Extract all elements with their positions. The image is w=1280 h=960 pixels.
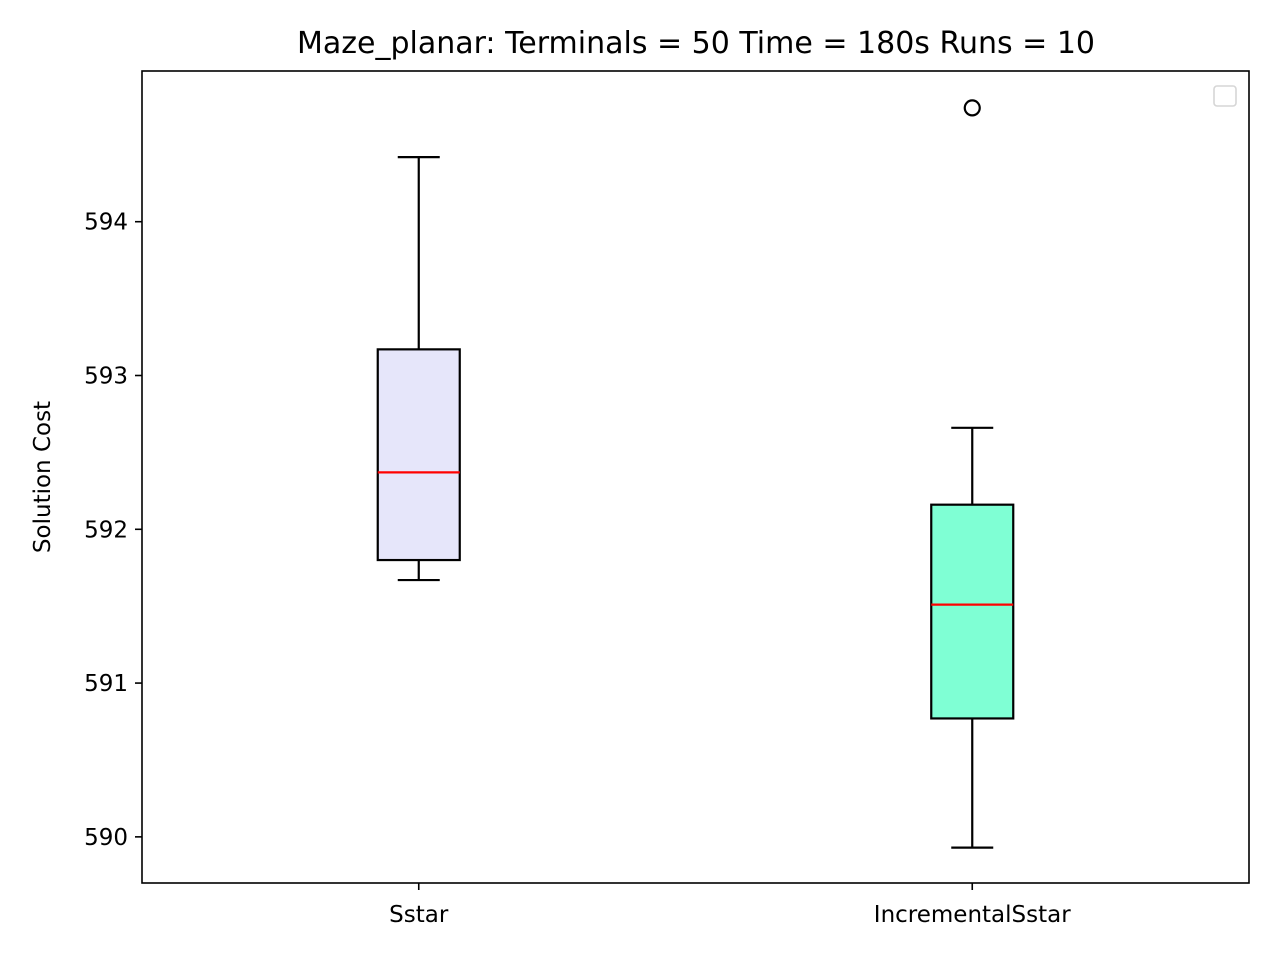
axes: 590 591 592 593 594 Sstar IncrementalSstar [84, 210, 1071, 928]
y-axis-label: Solution Cost [30, 401, 56, 553]
x-tick-label: Sstar [389, 902, 449, 928]
chart-title: Maze_planar: Terminals = 50 Time = 180s … [297, 26, 1095, 61]
x-tick-label: IncrementalSstar [874, 902, 1071, 928]
y-tick-label: 593 [84, 364, 128, 390]
box-group [930, 99, 1015, 849]
box [376, 348, 461, 562]
box [930, 503, 1015, 720]
y-tick-label: 590 [84, 825, 128, 851]
plot-frame [141, 70, 1250, 884]
legend-box [1213, 85, 1237, 107]
plot-area [376, 99, 1015, 849]
y-tick-label: 594 [84, 210, 128, 236]
box-group [376, 156, 461, 582]
y-tick-label: 591 [84, 671, 128, 697]
y-tick-label: 592 [84, 517, 128, 543]
outlier-point [963, 99, 981, 117]
